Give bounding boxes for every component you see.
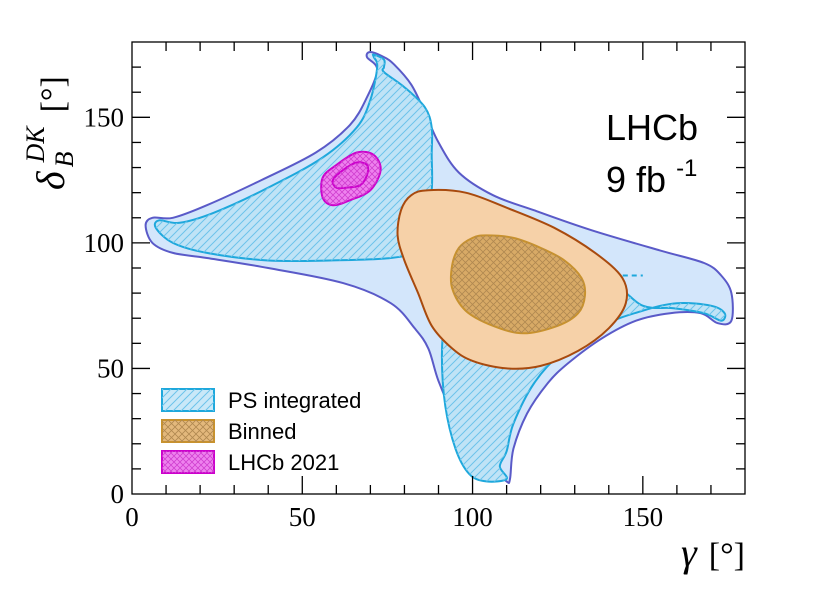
x-axis-unit: [°] [709, 537, 745, 574]
axis-ticks-layer [132, 42, 745, 494]
legend-label: PS integrated [228, 388, 361, 413]
y-tick-label: 0 [111, 479, 125, 509]
legend-swatch-pattern [162, 420, 214, 442]
y-tick-label: 150 [84, 102, 125, 132]
contour-binned-1 [449, 234, 587, 335]
y-axis-symbol: δ [28, 170, 73, 190]
y-tick-label: 50 [97, 353, 124, 383]
luminosity-value: 9 fb [606, 159, 666, 200]
legend-item-binned: Binned [161, 419, 297, 444]
legend-swatch-pattern [162, 451, 214, 473]
legend-item-lhcb-2021: LHCb 2021 [161, 450, 339, 475]
contour-ps-integrated-1-upper [153, 53, 434, 263]
y-tick-labels: 0 50 100 150 [84, 102, 125, 509]
contour-lhcb-2021-1 [331, 161, 370, 190]
luminosity-exponent: -1 [676, 155, 697, 182]
legend-label: Binned [228, 419, 297, 444]
legend-swatch-pattern [162, 389, 214, 411]
contour-pattern [450, 235, 586, 334]
x-tick-label: 50 [289, 502, 316, 532]
y-axis-subscript: B [50, 151, 79, 167]
y-axis-unit: [°] [35, 76, 72, 112]
contour-pattern [154, 54, 433, 262]
x-tick-labels: 0 50 100 150 [125, 502, 663, 532]
y-tick-label: 100 [84, 228, 125, 258]
x-tick-label: 150 [623, 502, 664, 532]
y-axis-superscript: DK [21, 125, 50, 164]
x-tick-label: 100 [452, 502, 493, 532]
legend-item-ps-integrated: PS integrated [161, 388, 361, 413]
legend: PS integrated Binned LHCb 2021 [161, 388, 361, 475]
x-axis-title: γ [°] [681, 530, 745, 575]
x-tick-label: 0 [125, 502, 139, 532]
contour-pattern [332, 162, 369, 189]
legend-label: LHCb 2021 [228, 450, 339, 475]
experiment-label: LHCb [606, 107, 698, 148]
luminosity-label: 9 fb -1 [606, 155, 697, 200]
x-axis-symbol: γ [681, 530, 698, 575]
contour-series-layer [144, 51, 734, 484]
y-axis-title: δ B DK [°] [21, 76, 79, 190]
